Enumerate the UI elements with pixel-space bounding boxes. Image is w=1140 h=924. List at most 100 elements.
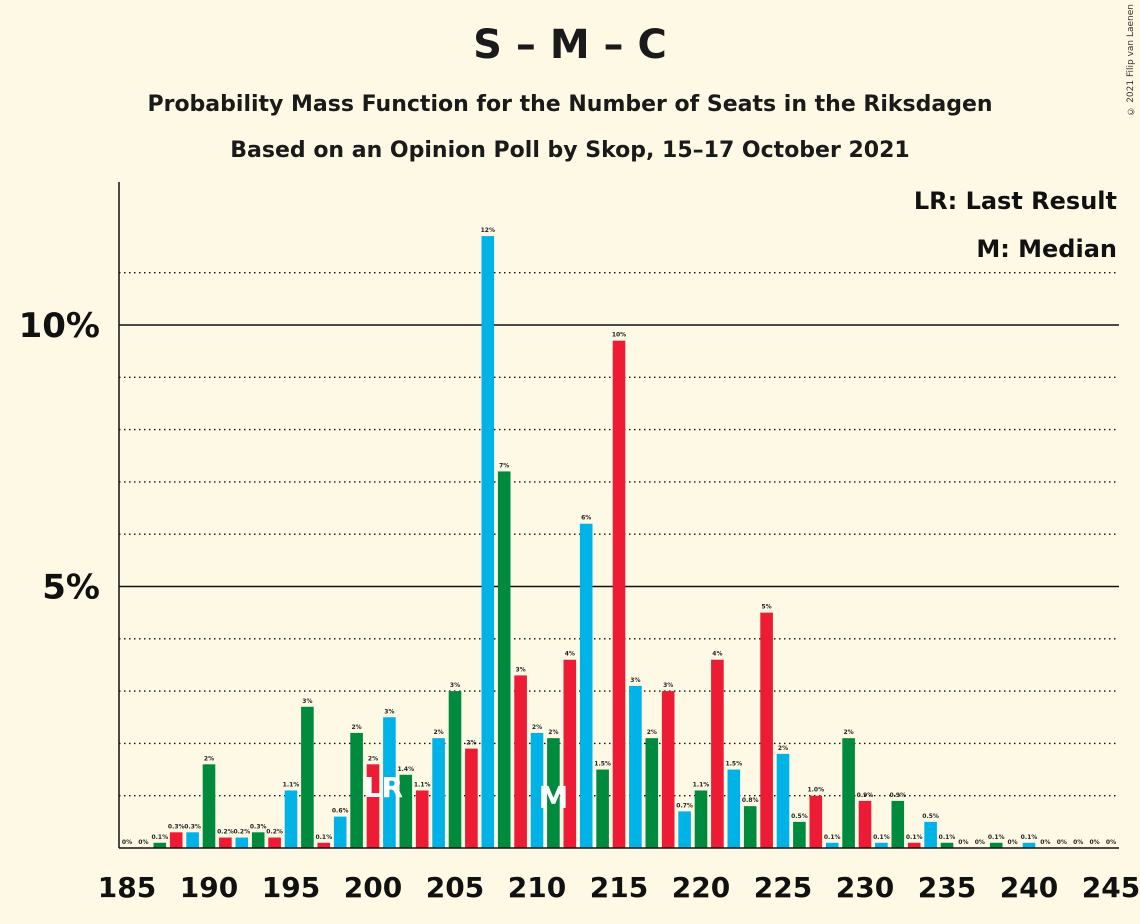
bar-value-label: 6% bbox=[581, 515, 591, 522]
bar bbox=[743, 806, 757, 848]
bar bbox=[432, 738, 445, 848]
bar-value-label: 10% bbox=[612, 332, 626, 339]
chart-source: Based on an Opinion Poll by Skop, 15–17 … bbox=[230, 138, 910, 163]
x-tick-label: 210 bbox=[508, 871, 566, 904]
bar bbox=[169, 832, 183, 848]
bar-value-label: 0% bbox=[958, 839, 968, 846]
bar-value-label: 0% bbox=[122, 839, 132, 846]
bar-value-label: 2% bbox=[204, 755, 214, 762]
bar-value-label: 4% bbox=[712, 651, 722, 658]
bar bbox=[825, 842, 839, 848]
bar-value-label: 1.1% bbox=[283, 781, 300, 788]
bar-value-label: 2% bbox=[434, 729, 444, 736]
bar-value-label: 0.7% bbox=[676, 802, 693, 809]
bar-value-label: 0.1% bbox=[151, 834, 168, 841]
bar bbox=[711, 659, 724, 848]
bar bbox=[940, 842, 954, 848]
bar bbox=[875, 842, 888, 848]
bar bbox=[727, 769, 741, 848]
bar-value-label: 5% bbox=[762, 604, 772, 611]
bar bbox=[202, 764, 216, 848]
bar bbox=[284, 790, 298, 848]
bar bbox=[235, 837, 249, 848]
bar-value-label: 0% bbox=[1008, 839, 1018, 846]
bar-value-label: 2% bbox=[532, 724, 542, 731]
bar bbox=[317, 842, 331, 848]
bar-value-label: 2% bbox=[368, 755, 378, 762]
bar-value-label: 3% bbox=[384, 708, 394, 715]
bar bbox=[809, 795, 823, 848]
bar bbox=[301, 706, 314, 848]
bar-value-label: 0.3% bbox=[184, 823, 201, 830]
bar bbox=[858, 800, 872, 848]
x-tick-label: 225 bbox=[754, 871, 812, 904]
bar-value-label: 0.1% bbox=[906, 834, 923, 841]
bar-value-label: 0.5% bbox=[922, 813, 939, 820]
bar bbox=[465, 748, 478, 848]
bar bbox=[678, 811, 691, 848]
bar-value-label: 3% bbox=[450, 682, 460, 689]
bar-value-label: 0% bbox=[1040, 839, 1050, 846]
bar bbox=[793, 821, 806, 848]
bar-value-label: 0% bbox=[975, 839, 985, 846]
bar-value-label: 0.1% bbox=[939, 834, 956, 841]
bar bbox=[448, 691, 462, 848]
bar bbox=[989, 842, 1003, 848]
x-tick-label: 195 bbox=[262, 871, 320, 904]
bar-value-label: 12% bbox=[481, 227, 495, 234]
x-tick-label: 185 bbox=[98, 871, 156, 904]
legend-last-result: LR: Last Result bbox=[914, 187, 1117, 215]
bar bbox=[186, 832, 199, 848]
bar-value-label: 7% bbox=[499, 462, 509, 469]
bar-value-label: 2% bbox=[466, 740, 476, 747]
bar bbox=[842, 738, 855, 848]
bar-value-label: 0.1% bbox=[988, 834, 1005, 841]
x-tick-label: 245 bbox=[1082, 871, 1140, 904]
y-tick-label: 10% bbox=[19, 306, 100, 346]
bar-value-label: 0% bbox=[1073, 839, 1083, 846]
bar-value-label: 0.5% bbox=[791, 813, 808, 820]
bar-value-label: 0.3% bbox=[168, 823, 185, 830]
bar-value-label: 1.1% bbox=[693, 781, 710, 788]
bar-value-label: 0.6% bbox=[332, 808, 349, 815]
bar bbox=[629, 685, 642, 848]
bar-value-label: 0.9% bbox=[857, 792, 874, 799]
bar-value-label: 1.5% bbox=[594, 761, 611, 768]
x-tick-label: 240 bbox=[1000, 871, 1058, 904]
bar bbox=[219, 837, 232, 848]
bar bbox=[251, 832, 265, 848]
x-tick-label: 200 bbox=[344, 871, 402, 904]
bar-value-label: 0.1% bbox=[315, 834, 332, 841]
bar bbox=[760, 612, 773, 848]
x-tick-label: 190 bbox=[180, 871, 238, 904]
bar bbox=[383, 717, 396, 848]
bar bbox=[891, 800, 905, 848]
bar bbox=[924, 821, 937, 848]
bar-value-label: 1.5% bbox=[725, 761, 742, 768]
last-result-marker: LR bbox=[364, 771, 403, 804]
bar bbox=[776, 753, 790, 848]
bar bbox=[530, 732, 544, 848]
bar-value-label: 1.4% bbox=[397, 766, 414, 773]
bar bbox=[1022, 842, 1036, 848]
bar-value-label: 2% bbox=[844, 729, 854, 736]
bar bbox=[514, 675, 527, 848]
bar bbox=[579, 523, 593, 848]
bar bbox=[612, 340, 626, 848]
bar-value-label: 1.1% bbox=[414, 781, 431, 788]
bar bbox=[350, 732, 363, 848]
bar bbox=[547, 738, 560, 848]
bar-value-label: 2% bbox=[548, 729, 558, 736]
bar bbox=[563, 659, 577, 848]
x-tick-label: 220 bbox=[672, 871, 730, 904]
x-tick-label: 215 bbox=[590, 871, 648, 904]
x-tick-label: 230 bbox=[836, 871, 894, 904]
bar bbox=[153, 842, 167, 848]
bar-value-label: 3% bbox=[302, 698, 312, 705]
bar bbox=[415, 790, 429, 848]
bar-value-label: 0.1% bbox=[1021, 834, 1038, 841]
bar-value-label: 0.3% bbox=[250, 823, 267, 830]
bar bbox=[596, 769, 609, 848]
bar-value-label: 0% bbox=[1057, 839, 1067, 846]
